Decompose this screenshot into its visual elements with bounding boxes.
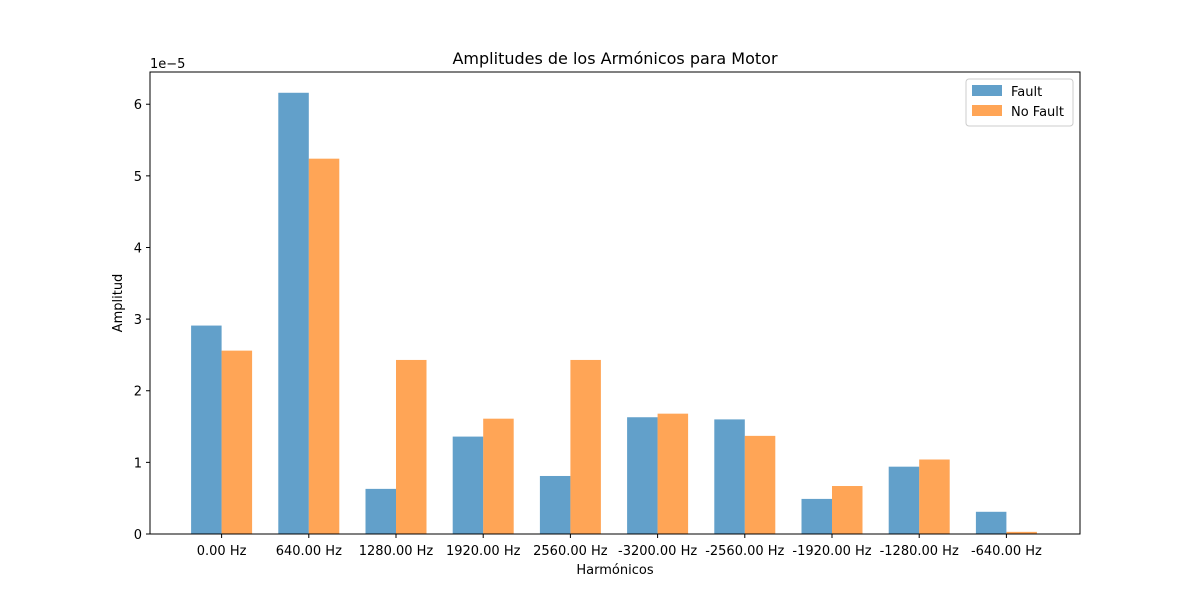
x-tick-label: 2560.00 Hz [533,544,608,559]
x-tick-label: -1920.00 Hz [792,544,871,559]
y-axis: 0 1 2 3 4 5 6 [134,98,150,543]
x-axis: 0.00 Hz 640.00 Hz 1280.00 Hz 1920.00 Hz 2560… [197,534,1042,559]
bar-fault-7 [801,498,832,534]
bar-no-fault-7 [832,486,863,534]
bar-fault-6 [714,419,745,534]
legend-label: Fault [1011,85,1042,100]
bar-fault-4 [539,475,571,534]
y-tick-label: 0 [134,528,142,543]
bars-group [191,92,1037,534]
y-offset-label: 1e−5 [150,57,185,72]
x-tick-label: -640.00 Hz [971,544,1042,559]
bar-no-fault-8 [919,459,950,534]
bar-fault-5 [627,417,658,534]
x-axis-label: Harmónicos [576,563,653,578]
bar-no-fault-0 [221,350,253,534]
chart-title: Amplitudes de los Armónicos para Motor [452,49,777,68]
y-tick-label: 6 [134,98,142,113]
plot-frame [149,71,1081,535]
bar-fault-8 [888,466,920,534]
x-tick-label: 640.00 Hz [276,544,342,559]
x-tick-label: 0.00 Hz [197,544,247,559]
legend-swatch-fault [972,85,1002,96]
legend: Fault No Fault [965,78,1074,127]
y-tick-label: 5 [134,170,142,185]
legend-label: No Fault [1011,105,1064,120]
bar-no-fault-1 [308,158,340,534]
bar-fault-2 [365,488,396,534]
y-tick-label: 2 [134,385,142,400]
bar-no-fault-3 [483,418,514,534]
bar-no-fault-6 [744,435,776,534]
y-tick-label: 3 [134,313,142,328]
bar-no-fault-2 [396,359,427,534]
y-axis-label: Amplitud [111,274,126,333]
x-tick-label: -3200.00 Hz [618,544,697,559]
bar-fault-1 [278,92,309,534]
bar-no-fault-9 [1006,531,1037,534]
x-tick-label: 1280.00 Hz [359,544,434,559]
x-tick-label: 1920.00 Hz [446,544,521,559]
bar-fault-0 [191,325,222,534]
y-tick-label: 1 [134,456,142,471]
bar-fault-3 [452,436,484,534]
x-tick-label: -2560.00 Hz [705,544,784,559]
bar-no-fault-5 [657,413,689,534]
bar-no-fault-4 [570,359,601,534]
legend-swatch-no-fault [972,105,1002,116]
x-tick-label: -1280.00 Hz [880,544,959,559]
bar-fault-9 [975,511,1007,534]
y-tick-label: 4 [134,241,142,256]
